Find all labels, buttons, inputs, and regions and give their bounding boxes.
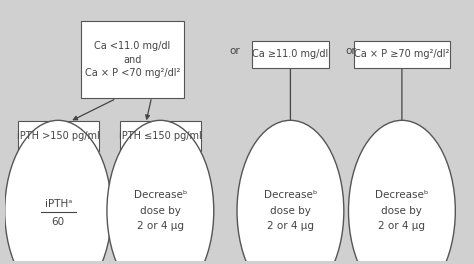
Text: dose by: dose by	[270, 206, 311, 216]
FancyBboxPatch shape	[82, 21, 183, 98]
Text: Decreaseᵇ: Decreaseᵇ	[134, 190, 187, 200]
FancyBboxPatch shape	[252, 41, 329, 68]
FancyBboxPatch shape	[18, 121, 99, 151]
Text: Ca ≥11.0 mg/dl: Ca ≥11.0 mg/dl	[252, 49, 328, 59]
Text: 2 or 4 μg: 2 or 4 μg	[267, 221, 314, 232]
Text: or: or	[229, 45, 240, 55]
Text: 60: 60	[52, 217, 65, 227]
FancyBboxPatch shape	[120, 121, 201, 151]
Text: dose by: dose by	[382, 206, 422, 216]
Ellipse shape	[5, 120, 111, 264]
Text: 2 or 4 μg: 2 or 4 μg	[378, 221, 425, 232]
Text: Decreaseᵇ: Decreaseᵇ	[264, 190, 317, 200]
Text: dose by: dose by	[140, 206, 181, 216]
Text: Decreaseᵇ: Decreaseᵇ	[375, 190, 428, 200]
Ellipse shape	[348, 120, 456, 264]
Ellipse shape	[107, 120, 214, 264]
Text: iPTH >150 pg/ml: iPTH >150 pg/ml	[17, 131, 100, 141]
FancyBboxPatch shape	[354, 41, 449, 68]
Ellipse shape	[237, 120, 344, 264]
Text: iPTHᵃ: iPTHᵃ	[45, 200, 72, 210]
Text: 2 or 4 μg: 2 or 4 μg	[137, 221, 184, 232]
Text: Ca × P ≥70 mg²/dl²: Ca × P ≥70 mg²/dl²	[354, 49, 450, 59]
Text: Ca <11.0 mg/dl
and
Ca × P <70 mg²/dl²: Ca <11.0 mg/dl and Ca × P <70 mg²/dl²	[85, 41, 180, 78]
Text: iPTH ≤150 pg/ml: iPTH ≤150 pg/ml	[119, 131, 202, 141]
Text: or: or	[346, 45, 356, 55]
